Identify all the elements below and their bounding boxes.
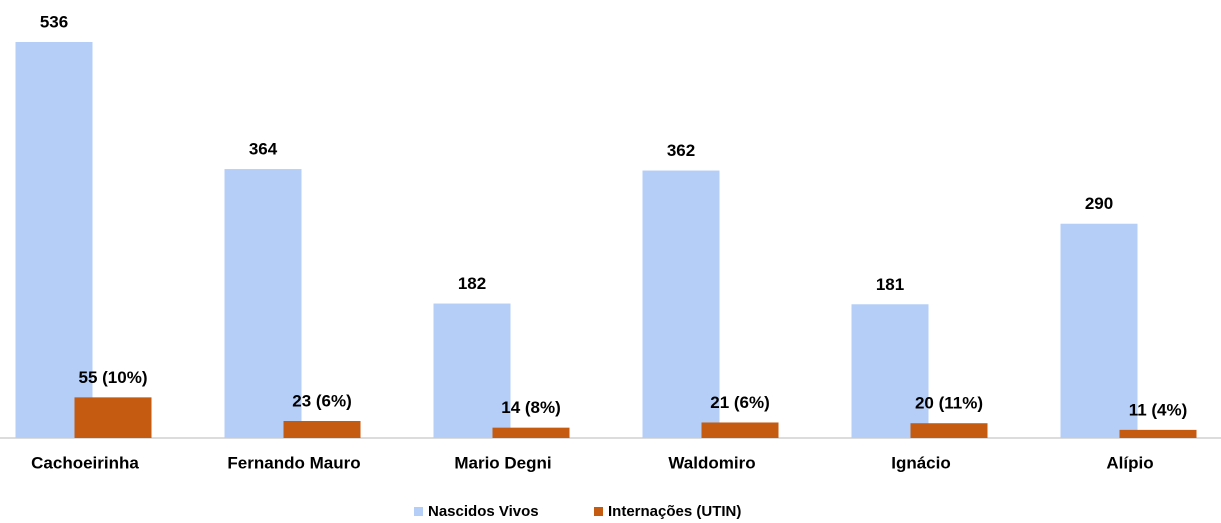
bar [851,304,929,438]
data-label: 21 (6%) [710,393,770,412]
x-tick-label: Fernando Mauro [227,453,360,472]
data-label: 362 [667,141,695,160]
x-tick-label: Mario Degni [454,453,551,472]
legend-label: Internações (UTIN) [608,503,741,520]
bar [492,427,570,438]
data-label: 23 (6%) [292,391,352,410]
bar [910,423,988,438]
data-label: 364 [249,140,278,159]
x-tick-label: Cachoeirinha [31,453,139,472]
data-label: 290 [1085,194,1113,213]
data-label: 55 (10%) [79,368,148,387]
bar [642,170,720,438]
bar [701,422,779,438]
bar [74,397,152,438]
x-tick-label: Ignácio [891,453,951,472]
bar [433,303,511,438]
legend-label: Nascidos Vivos [428,503,539,520]
bar [1119,429,1197,438]
data-label: 181 [876,275,904,294]
bar [283,421,361,438]
x-tick-label: Alípio [1106,453,1153,472]
bar [15,42,93,438]
x-tick-label: Waldomiro [668,453,755,472]
data-label: 182 [458,274,486,293]
data-label: 14 (8%) [501,398,561,417]
bar [1060,223,1138,438]
data-label: 20 (11%) [915,394,983,413]
data-label: 536 [40,12,68,31]
legend-swatch [414,507,423,516]
bar [224,169,302,438]
legend-swatch [594,507,603,516]
data-label: 11 (4%) [1129,400,1188,419]
